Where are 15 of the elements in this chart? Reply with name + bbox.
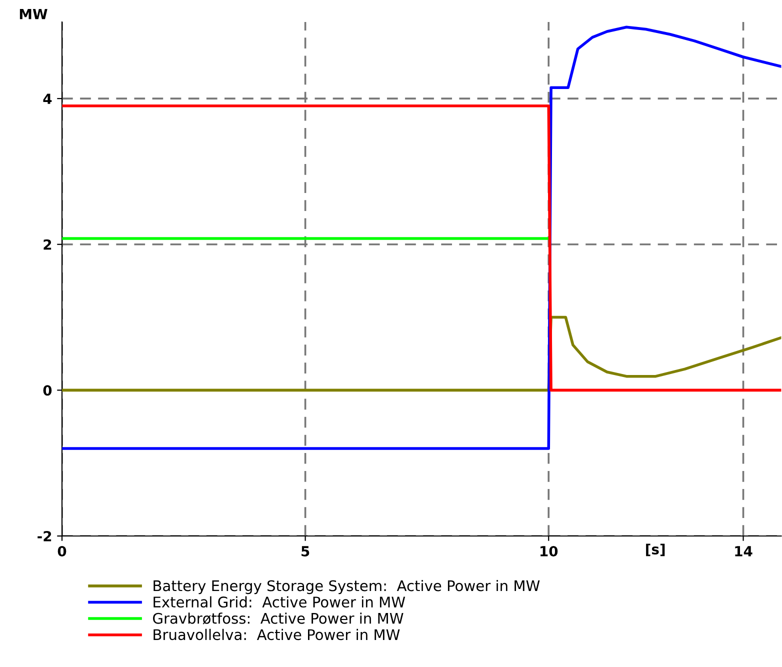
y-axis-title: MW [20,8,48,20]
x-tick-label: 0 [58,546,66,556]
y-tick-label: 0 [43,385,52,396]
line-series [62,316,782,392]
legend-label: Gravbrøtfoss: Active Power in MW [153,612,404,624]
legend-label: Bruavollelva: Active Power in MW [154,628,400,640]
legend-label: External Grid: Active Power in MW [154,596,406,608]
x-tick-label: 14 [735,546,752,556]
y-tick-label: -2 [38,530,52,542]
x-tick-label: 5 [302,546,310,556]
legend-label: Battery Energy Storage System: Active Power in MW [154,580,540,594]
y-tick-label: 2 [44,239,52,250]
x-axis-title: [s] [646,544,665,556]
y-tick-label: 4 [43,94,52,104]
x-tick-label: 10 [540,546,558,556]
